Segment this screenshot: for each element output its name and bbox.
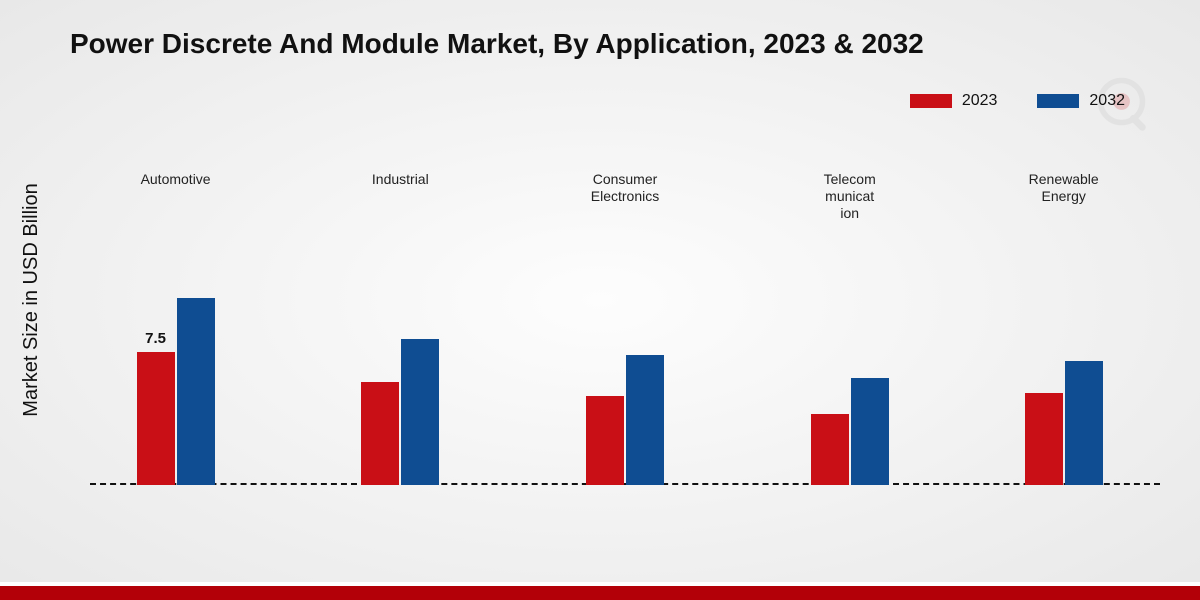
legend-label-2032: 2032 [1089,92,1125,110]
category-label: RenewableEnergy [1004,171,1124,555]
category-label: Industrial [340,171,460,555]
chart-title: Power Discrete And Module Market, By App… [70,28,924,60]
legend: 2023 2032 [910,92,1125,110]
category-label: Telecommunication [790,171,910,555]
plot-area: 7.5AutomotiveIndustrialConsumerElectroni… [90,165,1160,485]
legend-label-2023: 2023 [962,92,998,110]
legend-item-2023: 2023 [910,92,998,110]
legend-swatch-2023 [910,94,952,108]
y-axis-label: Market Size in USD Billion [20,183,43,416]
legend-item-2032: 2032 [1037,92,1125,110]
legend-swatch-2032 [1037,94,1079,108]
footer-bar [0,586,1200,600]
category-label: ConsumerElectronics [565,171,685,555]
category-label: Automotive [116,171,236,555]
